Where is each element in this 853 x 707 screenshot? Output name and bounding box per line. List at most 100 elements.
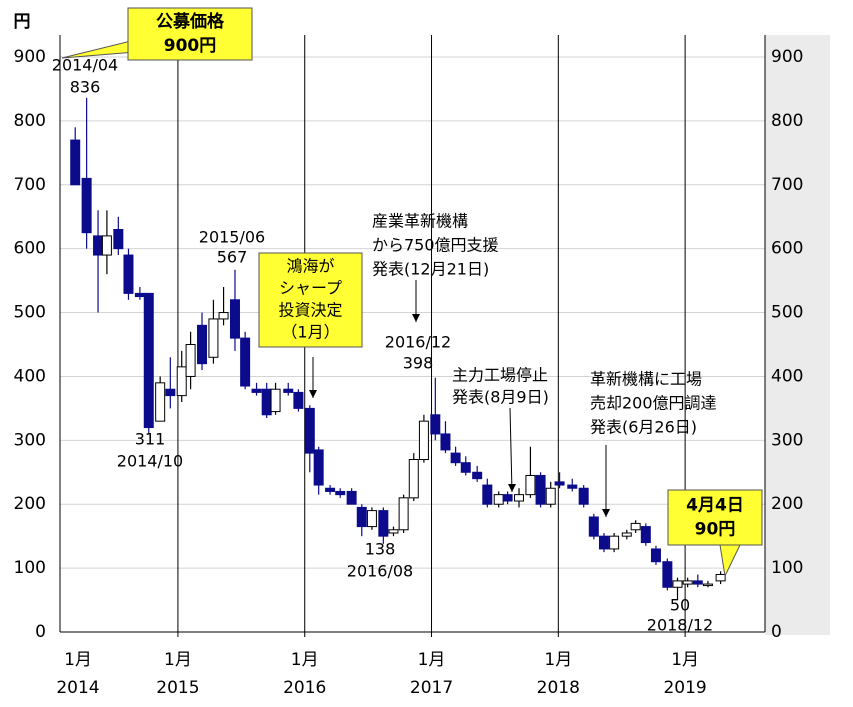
- y2-tick-label: 600: [771, 239, 803, 259]
- candle-body: [356, 506, 367, 528]
- candle-body: [692, 580, 703, 585]
- candle-body: [682, 580, 693, 585]
- annotation: 発表(6月26日): [590, 418, 697, 437]
- x-tick-label: 2017: [410, 678, 453, 698]
- callout-box: [667, 489, 763, 546]
- candle-body: [208, 318, 219, 358]
- candle-body: [630, 522, 641, 531]
- candle-body: [325, 487, 336, 492]
- x-tick-label: 2016: [283, 678, 326, 698]
- x-tick-month: 1月: [418, 650, 446, 670]
- annotation: 2018/12: [647, 616, 713, 635]
- y2-tick-label: 800: [771, 111, 803, 131]
- candle-body: [101, 235, 112, 256]
- candle-body: [702, 583, 713, 587]
- candle-body: [283, 388, 294, 393]
- candle-body: [251, 388, 262, 393]
- candle-body: [578, 487, 589, 505]
- candle-body: [482, 484, 493, 505]
- annotation: 2014/04: [52, 56, 118, 75]
- x-tick-label: 2018: [537, 678, 580, 698]
- candle-body: [123, 254, 134, 294]
- annotation: 2016/12: [385, 333, 451, 352]
- candle-body: [545, 487, 556, 505]
- annotation: 2014/10: [117, 452, 183, 471]
- candle-body: [366, 510, 377, 528]
- candle-body: [70, 139, 81, 186]
- candle-body: [313, 449, 324, 486]
- y2-tick-label: 700: [771, 175, 803, 195]
- candle-body: [662, 561, 673, 588]
- candle-body: [514, 494, 525, 502]
- candle-body: [388, 529, 399, 534]
- y-tick-label: 400: [14, 366, 46, 386]
- candle-body: [143, 292, 154, 429]
- y-tick-label: 200: [14, 494, 46, 514]
- annotation: 発表(8月9日): [452, 388, 549, 407]
- arrow-head: [412, 314, 420, 322]
- annotation: 836: [70, 78, 101, 97]
- x-tick-label: 2015: [156, 678, 199, 698]
- right-axis-panel: [765, 35, 830, 635]
- candle-body: [598, 535, 609, 550]
- y-tick-label: 600: [14, 239, 46, 259]
- candle-body: [346, 490, 357, 505]
- candle-body: [165, 388, 176, 397]
- candle-body: [304, 407, 315, 454]
- y-axis-label: 円: [14, 12, 31, 32]
- y-tick-label: 500: [14, 303, 46, 323]
- y-tick-label: 700: [14, 175, 46, 195]
- y2-tick-label: 100: [771, 558, 803, 578]
- candle-body: [378, 510, 389, 537]
- candle-body: [293, 391, 304, 409]
- arrow-head: [309, 390, 317, 398]
- callout-text: 4月4日: [686, 496, 744, 516]
- annotation: 2015/06: [199, 228, 265, 247]
- candle-body: [672, 580, 683, 588]
- arrow-line: [509, 407, 513, 493]
- arrow-head: [602, 509, 610, 517]
- annotation: 398: [403, 354, 434, 373]
- x-tick-label: 2019: [663, 678, 706, 698]
- y2-tick-label: 500: [771, 303, 803, 323]
- callout-text: シャープ: [279, 279, 342, 298]
- arrow-head: [508, 484, 516, 492]
- candle-body: [418, 420, 429, 460]
- x-tick-month: 1月: [64, 650, 92, 670]
- candle-body: [554, 481, 565, 486]
- candle-body: [440, 433, 451, 451]
- candle-body: [502, 494, 513, 502]
- annotation: 産業革新機構: [372, 212, 468, 231]
- annotation: 567: [217, 248, 248, 267]
- annotation: 50: [670, 596, 690, 615]
- candle-body: [567, 484, 578, 489]
- annotation: 2016/08: [347, 562, 413, 581]
- candle-body: [134, 292, 145, 298]
- callout-text: 90円: [695, 520, 736, 540]
- candle-body: [81, 177, 92, 234]
- candle-body: [335, 490, 346, 496]
- candle-body: [398, 497, 409, 531]
- annotation: 311: [135, 430, 166, 449]
- y-tick-label: 0: [35, 622, 46, 642]
- candle-body: [493, 494, 504, 505]
- candle-body: [715, 574, 726, 582]
- y-tick-label: 800: [14, 111, 46, 131]
- callout-text: 公募価格: [156, 11, 225, 32]
- candle-body: [640, 526, 651, 544]
- annotation: 革新機構に工場: [590, 370, 702, 389]
- candle-body: [229, 299, 240, 339]
- y2-tick-label: 900: [771, 47, 803, 67]
- candle-body: [430, 414, 441, 435]
- candle-body: [270, 388, 281, 413]
- candle-body: [472, 471, 483, 480]
- callout-box: [258, 252, 363, 348]
- y-tick-label: 300: [14, 430, 46, 450]
- annotation: 売却200億円調達: [590, 394, 717, 413]
- x-tick-month: 1月: [671, 650, 699, 670]
- candle-body: [185, 344, 196, 377]
- candle-body: [650, 548, 661, 563]
- candle-body: [621, 532, 632, 537]
- candle-body: [460, 462, 471, 473]
